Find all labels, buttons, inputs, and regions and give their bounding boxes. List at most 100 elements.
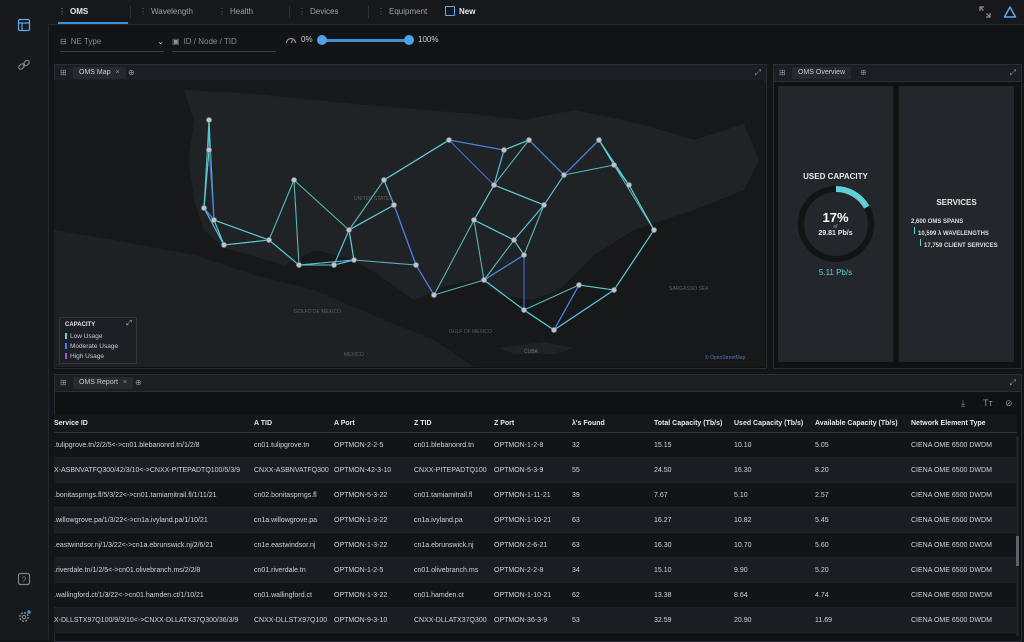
slider-min-handle[interactable] — [317, 35, 327, 45]
network-node[interactable] — [541, 202, 547, 208]
column-header[interactable]: Service ID — [54, 414, 254, 433]
top-tab-bar: ⋮ OMS ⋮ Wavelength ⋮ Health ⋮ Devices ⋮ Equip… — [48, 0, 1024, 25]
network-node[interactable] — [331, 262, 337, 268]
table-cell: 10.70 — [734, 532, 815, 558]
table-row[interactable]: .riverdale.tn/1/2/5<->cn01.olivebranch.m… — [54, 557, 1017, 583]
network-node[interactable] — [521, 307, 527, 313]
network-node[interactable] — [446, 137, 452, 143]
add-tab-icon[interactable]: ⊕ — [135, 378, 142, 387]
column-header[interactable]: Z Port — [494, 414, 572, 433]
table-header-row: Service ID A TID A Port Z TID Z Port λ's… — [54, 414, 1017, 433]
table-row[interactable]: .eastwindsor.nj/1/3/22<->cn1a.ebrunswick… — [54, 532, 1017, 558]
network-node[interactable] — [481, 277, 487, 283]
network-node[interactable] — [611, 287, 617, 293]
network-node[interactable] — [491, 182, 497, 188]
network-node[interactable] — [551, 327, 557, 333]
table-scrollbar[interactable] — [1016, 436, 1019, 636]
scrollbar-thumb[interactable] — [1016, 536, 1019, 566]
expand-icon[interactable]: ⤢ — [754, 68, 761, 77]
column-header[interactable]: A Port — [334, 414, 414, 433]
column-header[interactable]: Used Capacity (Tb/s) — [734, 414, 815, 433]
table-row[interactable]: X-ASBNVATFQ300/42/3/10<->CNXX-PITEPADTQ1… — [54, 457, 1017, 483]
network-node[interactable] — [561, 172, 567, 178]
table-row[interactable]: .willowgrove.pa/1/3/22<->cn1a.ivyland.pa… — [54, 507, 1017, 533]
ne-type-select[interactable]: ⊟ NE Type ⌄ — [60, 33, 164, 52]
dashboard-icon[interactable] — [17, 18, 31, 32]
drag-handle-icon[interactable]: ⋮ — [218, 7, 226, 16]
column-header[interactable]: Available Capacity (Tb/s) — [815, 414, 911, 433]
drag-handle-icon[interactable]: ⋮ — [377, 7, 385, 16]
add-tab-icon[interactable]: ⊕ — [128, 68, 135, 77]
mexico-landmass — [54, 230, 474, 367]
column-header[interactable]: Total Capacity (Tb/s) — [654, 414, 734, 433]
drag-handle-icon[interactable]: ⋮ — [298, 7, 306, 16]
tab-oms-overview[interactable]: OMS Overview — [792, 67, 852, 79]
network-node[interactable] — [221, 242, 227, 248]
tab-oms-map[interactable]: OMS Map × — [73, 67, 126, 79]
tab-equipment[interactable]: ⋮ Equipment — [377, 0, 447, 24]
network-node[interactable] — [611, 162, 617, 168]
north-america-landmass — [184, 90, 759, 300]
id-node-tid-input[interactable]: ▣ ID / Node / TID — [172, 33, 276, 52]
network-node[interactable] — [206, 117, 212, 123]
close-icon[interactable]: × — [122, 379, 127, 386]
table-row[interactable]: .wallingford.ct/1/3/22<->cn01.hamden.ct/… — [54, 582, 1017, 608]
add-tab-icon[interactable]: ⊕ — [860, 68, 867, 77]
map-attribution[interactable]: © OpenStreetMap — [705, 354, 746, 361]
network-node[interactable] — [291, 177, 297, 183]
network-node[interactable] — [626, 182, 632, 188]
link-icon[interactable] — [17, 58, 31, 72]
tab-devices[interactable]: ⋮ Devices — [298, 0, 368, 24]
network-node[interactable] — [651, 227, 657, 233]
network-node[interactable] — [413, 262, 419, 268]
hide-columns-icon[interactable]: ⊘ — [1005, 398, 1013, 408]
network-node[interactable] — [346, 227, 352, 233]
drag-handle-icon[interactable]: ⋮ — [139, 7, 147, 16]
help-icon[interactable]: ? — [17, 572, 31, 586]
close-icon[interactable]: × — [115, 69, 120, 76]
network-node[interactable] — [206, 147, 212, 153]
column-header[interactable]: Network Element Type — [911, 414, 1017, 433]
column-header[interactable]: Z TID — [414, 414, 494, 433]
network-node[interactable] — [296, 262, 302, 268]
network-node[interactable] — [211, 217, 217, 223]
network-node[interactable] — [201, 205, 207, 211]
fiber-link — [203, 207, 225, 246]
network-node[interactable] — [501, 147, 507, 153]
map-label-gulf: GULF OF MEXICO — [449, 329, 492, 335]
network-node[interactable] — [596, 137, 602, 143]
tab-new[interactable]: New — [445, 0, 505, 24]
table-cell: 4.74 — [815, 582, 911, 608]
drag-handle-icon[interactable]: ⋮ — [58, 7, 66, 16]
tab-oms-report[interactable]: OMS Report × — [73, 377, 133, 389]
fullscreen-icon[interactable] — [979, 6, 991, 18]
slider-max-handle[interactable] — [404, 35, 414, 45]
capacity-range-slider[interactable] — [321, 39, 410, 42]
column-header[interactable]: A TID — [254, 414, 334, 433]
network-node[interactable] — [521, 252, 527, 258]
network-node[interactable] — [391, 202, 397, 208]
network-node[interactable] — [381, 177, 387, 183]
network-node[interactable] — [351, 257, 357, 263]
network-node[interactable] — [511, 237, 517, 243]
expand-icon[interactable]: ⤢ — [1009, 68, 1016, 77]
network-map[interactable]: UNITED STATES GOLFO DE MEXICO GULF OF ME… — [54, 80, 765, 367]
column-header[interactable]: λ's Found — [572, 414, 654, 433]
table-row[interactable]: .bonitasprngs.fl/5/3/22<->cn01.tamiamitr… — [54, 482, 1017, 508]
tab-wavelength[interactable]: ⋮ Wavelength — [139, 0, 209, 24]
network-node[interactable] — [576, 282, 582, 288]
table-row[interactable]: .tulipgrove.tn/2/2/5<->cn01.blebanonrd.t… — [54, 432, 1017, 458]
text-size-icon[interactable]: Tт — [983, 398, 993, 408]
settings-gear-icon[interactable] — [17, 610, 31, 624]
table-row[interactable]: X-DLLSTX97Q100/9/3/10<->CNXX-DLLATX37Q30… — [54, 607, 1017, 633]
tab-oms[interactable]: ⋮ OMS — [58, 0, 128, 24]
network-node[interactable] — [431, 292, 437, 298]
network-node[interactable] — [526, 137, 532, 143]
expand-icon[interactable]: ⤢ — [126, 320, 132, 327]
download-icon[interactable]: ⤓ — [961, 398, 965, 408]
tab-health[interactable]: ⋮ Health — [218, 0, 288, 24]
network-node[interactable] — [266, 237, 272, 243]
network-node[interactable] — [471, 217, 477, 223]
table-cell: OPTMON-5-3-22 — [334, 482, 414, 508]
expand-icon[interactable]: ⤢ — [1009, 378, 1016, 387]
